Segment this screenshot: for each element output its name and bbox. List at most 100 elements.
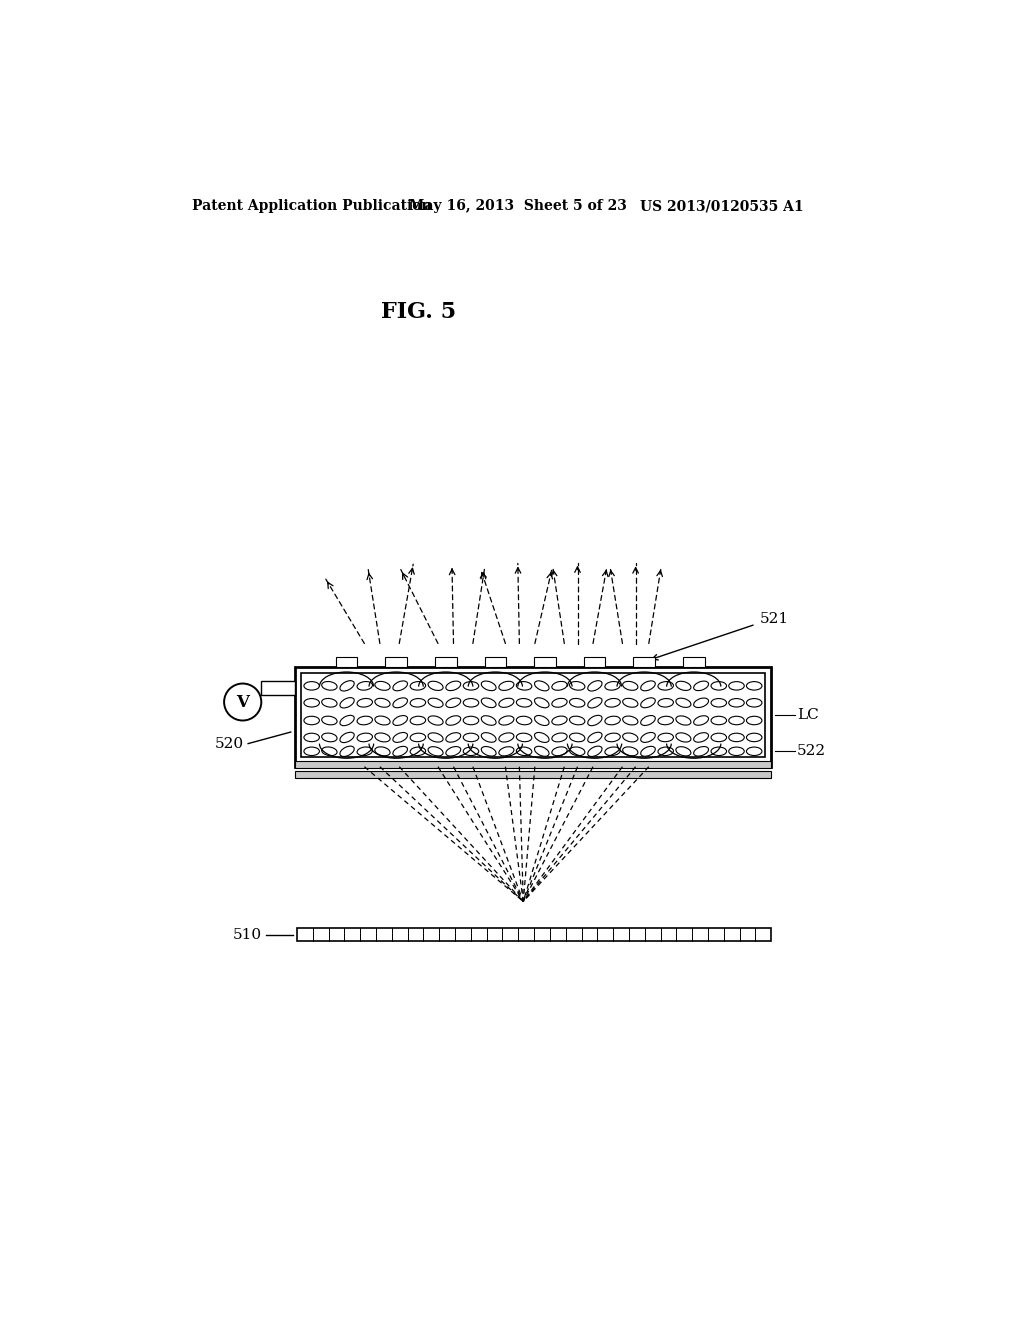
- Ellipse shape: [693, 681, 709, 690]
- Ellipse shape: [411, 681, 426, 690]
- Ellipse shape: [623, 698, 638, 708]
- Ellipse shape: [569, 681, 585, 690]
- Ellipse shape: [411, 733, 426, 742]
- Ellipse shape: [463, 681, 479, 690]
- Circle shape: [224, 684, 261, 721]
- Ellipse shape: [463, 698, 479, 708]
- Ellipse shape: [499, 733, 514, 742]
- Ellipse shape: [340, 698, 354, 708]
- Ellipse shape: [357, 681, 373, 690]
- Ellipse shape: [411, 747, 426, 755]
- Ellipse shape: [641, 715, 655, 726]
- Ellipse shape: [499, 747, 514, 756]
- Text: US 2013/0120535 A1: US 2013/0120535 A1: [640, 199, 803, 213]
- Ellipse shape: [393, 715, 408, 726]
- Ellipse shape: [552, 747, 567, 756]
- Ellipse shape: [304, 717, 319, 725]
- Ellipse shape: [605, 681, 621, 690]
- Ellipse shape: [516, 747, 531, 755]
- Ellipse shape: [357, 733, 373, 742]
- Ellipse shape: [481, 747, 496, 756]
- Ellipse shape: [641, 746, 655, 756]
- Ellipse shape: [393, 698, 408, 708]
- Ellipse shape: [428, 733, 443, 742]
- Ellipse shape: [357, 717, 373, 725]
- Ellipse shape: [375, 733, 390, 742]
- Ellipse shape: [463, 733, 479, 742]
- Ellipse shape: [445, 747, 461, 756]
- Ellipse shape: [499, 715, 514, 725]
- Bar: [301, 673, 765, 758]
- Ellipse shape: [499, 681, 514, 690]
- Ellipse shape: [375, 698, 390, 708]
- Ellipse shape: [693, 733, 709, 742]
- Bar: [295, 771, 771, 779]
- Ellipse shape: [445, 698, 461, 708]
- Ellipse shape: [676, 698, 691, 708]
- Ellipse shape: [481, 698, 496, 708]
- Bar: [297, 928, 771, 941]
- Ellipse shape: [393, 733, 408, 742]
- Ellipse shape: [729, 681, 744, 690]
- Ellipse shape: [676, 747, 691, 756]
- Text: 520: 520: [215, 737, 245, 751]
- Bar: [484, 657, 506, 667]
- Text: V: V: [237, 693, 249, 710]
- Bar: [683, 657, 705, 667]
- Ellipse shape: [658, 733, 674, 742]
- Bar: [584, 657, 605, 667]
- Ellipse shape: [375, 747, 390, 756]
- Text: 522: 522: [797, 744, 826, 758]
- Ellipse shape: [304, 747, 319, 755]
- Ellipse shape: [411, 698, 426, 708]
- Ellipse shape: [357, 747, 373, 755]
- Ellipse shape: [445, 733, 461, 742]
- Ellipse shape: [322, 698, 337, 708]
- Ellipse shape: [605, 733, 621, 742]
- Ellipse shape: [445, 715, 461, 725]
- Ellipse shape: [711, 698, 727, 708]
- Ellipse shape: [304, 698, 319, 708]
- Ellipse shape: [428, 698, 443, 708]
- Ellipse shape: [393, 681, 408, 690]
- Ellipse shape: [641, 733, 655, 742]
- Ellipse shape: [463, 747, 479, 755]
- Ellipse shape: [428, 715, 443, 725]
- Ellipse shape: [641, 698, 655, 708]
- Ellipse shape: [340, 681, 354, 690]
- Ellipse shape: [623, 733, 638, 742]
- Ellipse shape: [569, 747, 585, 755]
- Ellipse shape: [552, 715, 567, 725]
- Ellipse shape: [658, 717, 674, 725]
- Ellipse shape: [516, 717, 531, 725]
- Ellipse shape: [322, 681, 337, 690]
- Ellipse shape: [569, 733, 585, 742]
- Ellipse shape: [322, 747, 337, 755]
- Ellipse shape: [463, 717, 479, 725]
- Ellipse shape: [340, 746, 354, 756]
- Ellipse shape: [729, 747, 744, 755]
- Ellipse shape: [535, 733, 549, 742]
- Ellipse shape: [746, 717, 762, 725]
- Ellipse shape: [322, 717, 337, 725]
- Text: Patent Application Publication: Patent Application Publication: [191, 199, 431, 213]
- Ellipse shape: [304, 733, 319, 742]
- Ellipse shape: [641, 681, 655, 690]
- Ellipse shape: [676, 681, 691, 690]
- Ellipse shape: [481, 733, 496, 742]
- Ellipse shape: [605, 717, 621, 725]
- Ellipse shape: [693, 698, 709, 708]
- Ellipse shape: [658, 747, 674, 755]
- Ellipse shape: [693, 747, 709, 756]
- Ellipse shape: [746, 733, 762, 742]
- Ellipse shape: [729, 717, 744, 725]
- Ellipse shape: [428, 747, 443, 756]
- Ellipse shape: [535, 681, 549, 690]
- Ellipse shape: [393, 746, 408, 756]
- Ellipse shape: [623, 715, 638, 725]
- Ellipse shape: [375, 715, 390, 725]
- Ellipse shape: [535, 698, 549, 708]
- Bar: [295, 667, 771, 767]
- Ellipse shape: [746, 747, 762, 755]
- Ellipse shape: [445, 681, 461, 690]
